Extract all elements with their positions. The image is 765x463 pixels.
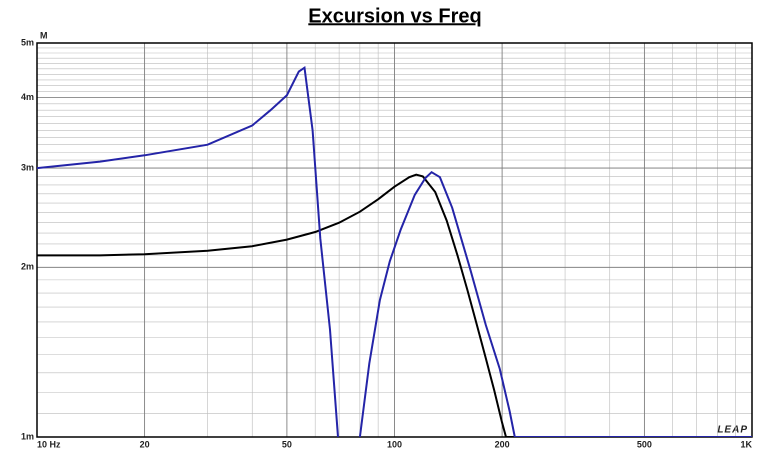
y-tick-label: 5m <box>21 37 34 47</box>
series-line <box>37 173 752 437</box>
chart-title: Excursion vs Freq <box>308 5 481 27</box>
y-unit: M <box>40 30 48 40</box>
y-tick-label: 1m <box>21 431 34 441</box>
x-tick-label: 500 <box>637 439 652 449</box>
y-tick-label: 2m <box>21 262 34 272</box>
y-tick-label: 3m <box>21 162 34 172</box>
x-tick-label: 20 <box>140 439 150 449</box>
x-tick-label: 200 <box>495 439 510 449</box>
x-tick-label: 100 <box>387 439 402 449</box>
x-tick-label: 50 <box>282 439 292 449</box>
series-line <box>37 65 752 437</box>
watermark: LEAP <box>717 425 748 436</box>
x-tick-label: 10 Hz <box>37 439 61 449</box>
y-tick-label: 4m <box>21 92 34 102</box>
plot-frame <box>36 42 753 438</box>
x-tick-label: 1K <box>740 439 752 449</box>
